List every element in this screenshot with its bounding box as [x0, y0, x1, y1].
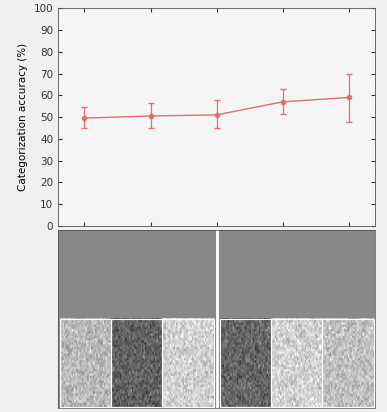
Bar [60, 407, 111, 412]
Bar [111, 407, 163, 412]
Bar [219, 407, 271, 412]
Y-axis label: Categorization accuracy (%): Categorization accuracy (%) [18, 43, 28, 191]
Bar [219, 319, 271, 407]
Bar [60, 319, 111, 407]
Bar [322, 319, 374, 407]
X-axis label: Number of examples per class: Number of examples per class [137, 246, 296, 256]
Bar [163, 319, 214, 407]
Bar [271, 319, 322, 407]
Bar [322, 407, 374, 412]
Bar [111, 319, 163, 407]
Bar [163, 407, 214, 412]
Bar [271, 407, 322, 412]
